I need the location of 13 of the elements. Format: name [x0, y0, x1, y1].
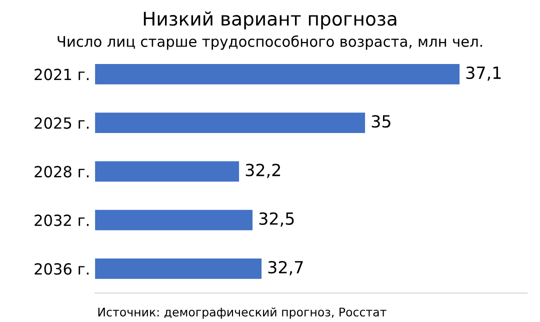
text: Источник: демографический прогноз, Росстат: [98, 307, 386, 319]
data-label: 37,1: [466, 66, 501, 81]
data-label: 35: [372, 115, 390, 128]
data-label: 32,5: [259, 212, 294, 227]
y-tick-label: 2021 г.: [34, 68, 89, 80]
y-tick-label: 2032 г.: [34, 214, 89, 226]
chart-subtitle: Число лиц старше трудоспособного возраста, млн чел.: [58, 35, 482, 50]
data-label: 32,2: [246, 164, 280, 178]
y-tick-label: 2025 г.: [34, 117, 89, 129]
data-label: 32,7: [268, 260, 303, 276]
chart-title: Низкий вариант прогноза: [144, 11, 396, 30]
y-tick-label: 2028 г.: [34, 166, 89, 178]
y-tick-label: 2036 г.: [34, 263, 89, 275]
